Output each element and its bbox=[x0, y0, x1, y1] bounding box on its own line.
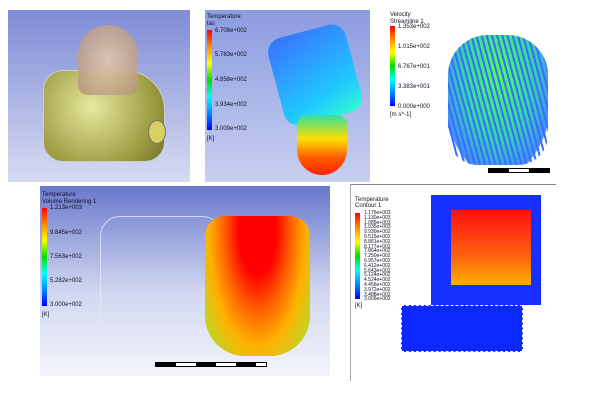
part-hot bbox=[297, 115, 347, 175]
legend-tick: 1.130e+003 bbox=[364, 214, 391, 221]
legend-tick: 1.213e+003 bbox=[50, 205, 82, 211]
legend-tick: 3.000e+002 bbox=[50, 302, 82, 308]
legend-sub: Contour 1 bbox=[355, 203, 382, 209]
legend-tick: 8.177e+002 bbox=[364, 243, 391, 250]
legend-tick: 3.006e+002 bbox=[364, 296, 391, 303]
legend-sub: Volume Rendering 1 bbox=[42, 199, 97, 205]
legend-variable: Temperature bbox=[355, 197, 389, 203]
panel-velocity-streamline: Velocity Streamline 1 1.353e+002 1.015e+… bbox=[388, 10, 580, 182]
legend-tick: 9.930e+002 bbox=[364, 229, 391, 236]
legend-tick: 1.085e+003 bbox=[364, 219, 391, 226]
legend-tick: 6.412e+002 bbox=[364, 262, 391, 269]
legend-tick: 1.015e+002 bbox=[398, 44, 430, 50]
legend-tick: 1.035e+003 bbox=[364, 224, 391, 231]
legend-tick: 6.767e+001 bbox=[398, 64, 430, 70]
legend-unit: [K] bbox=[355, 303, 363, 309]
legend-tick: 4.524e+002 bbox=[364, 277, 391, 284]
legend-sub: tas bbox=[207, 21, 216, 27]
cylinder-head-hot bbox=[205, 216, 310, 356]
legend-unit: [m s^-1] bbox=[390, 112, 412, 118]
scale-bar bbox=[155, 362, 267, 367]
legend-tick: 6.708e+002 bbox=[215, 28, 247, 34]
panel-temperature-tas: Temperature tas 6.708e+002 5.783e+002 4.… bbox=[205, 10, 370, 182]
legend-unit: [K] bbox=[207, 136, 215, 142]
port bbox=[148, 120, 166, 144]
legend-variable: Velocity bbox=[390, 12, 411, 18]
legend-tick: 3.972e+002 bbox=[364, 286, 391, 293]
legend: Temperature Volume Rendering 1 1.213e+00… bbox=[42, 192, 122, 332]
legend-tick: 9.845e+002 bbox=[50, 230, 82, 236]
legend-tick: 6.957e+002 bbox=[364, 257, 391, 264]
legend-tick: 4.858e+002 bbox=[215, 77, 247, 83]
wireframe bbox=[100, 216, 222, 338]
legend-tick: 0.000e+000 bbox=[398, 104, 430, 110]
panel-temperature-volume: Temperature Volume Rendering 1 1.213e+00… bbox=[40, 186, 330, 376]
legend: Temperature tas 6.708e+002 5.783e+002 4.… bbox=[207, 14, 287, 164]
crankcase bbox=[401, 305, 523, 352]
legend-tick: 5.783e+002 bbox=[215, 52, 247, 58]
legend-tick: 4.456e+002 bbox=[364, 281, 391, 288]
legend-tick: 7.563e+002 bbox=[50, 254, 82, 260]
legend-tick: 5.643e+002 bbox=[364, 267, 391, 274]
scale-bar bbox=[488, 168, 550, 173]
legend-unit: [K] bbox=[42, 312, 50, 318]
legend: Temperature Contour 1 1.175e+003 1.130e+0… bbox=[355, 197, 425, 367]
legend: Velocity Streamline 1 1.353e+002 1.015e+… bbox=[390, 12, 460, 122]
cylinder-hot bbox=[451, 210, 531, 285]
legend-tick: 5.282e+002 bbox=[50, 278, 82, 284]
streamlines bbox=[448, 35, 548, 165]
panel-temperature-contour: Temperature Contour 1 1.175e+003 1.130e+0… bbox=[350, 184, 556, 381]
legend-tick: 3.009e+002 bbox=[215, 126, 247, 132]
legend-variable: Temperature bbox=[207, 14, 241, 20]
legend-tick: 9.515e+002 bbox=[364, 233, 391, 240]
legend-tick: 1.353e+002 bbox=[398, 24, 430, 30]
legend-tick: 7.864e+002 bbox=[364, 248, 391, 255]
panel-engine-geometry bbox=[8, 10, 190, 182]
legend-tick: 1.175e+003 bbox=[364, 210, 391, 216]
legend-tick: 3.488e+002 bbox=[364, 291, 391, 298]
intake-manifold bbox=[78, 25, 138, 95]
legend-sub: Streamline 1 bbox=[390, 19, 424, 25]
legend-tick: 8.861e+002 bbox=[364, 238, 391, 245]
legend-tick: 7.250e+002 bbox=[364, 253, 391, 260]
legend-tick: 3.934e+002 bbox=[215, 102, 247, 108]
legend-variable: Temperature bbox=[42, 192, 76, 198]
legend-tick: 3.383e+001 bbox=[398, 84, 430, 90]
legend-tick: 5.124e+002 bbox=[364, 272, 391, 279]
